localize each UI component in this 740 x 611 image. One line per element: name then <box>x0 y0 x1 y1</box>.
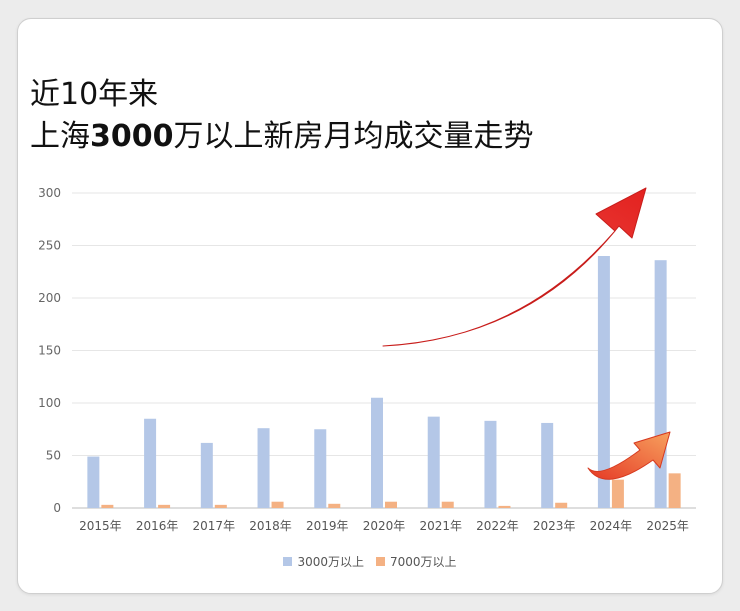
y-tick-label: 0 <box>53 501 61 515</box>
bar-series1 <box>371 397 383 508</box>
x-tick-label: 2021年 <box>419 519 462 533</box>
bar-series1 <box>200 442 213 508</box>
bar-series2 <box>101 504 114 508</box>
legend-label: 7000万以上 <box>390 555 457 569</box>
x-tick-label: 2020年 <box>363 519 406 533</box>
x-tick-label: 2019年 <box>306 519 349 533</box>
bar-series1 <box>87 456 100 508</box>
legend-label: 3000万以上 <box>297 555 364 569</box>
title-line2-number: 3000 <box>90 119 174 154</box>
bar-series1 <box>654 260 667 508</box>
y-tick-label: 250 <box>38 239 61 253</box>
bar-series2 <box>498 505 511 508</box>
bar-series2 <box>271 501 284 508</box>
bar-series2 <box>328 503 341 508</box>
bar-series2 <box>441 501 454 508</box>
x-tick-label: 2024年 <box>590 519 633 533</box>
bar-series1 <box>314 429 327 508</box>
x-tick-label: 2025年 <box>646 519 689 533</box>
legend-item: 7000万以上 <box>376 553 457 570</box>
bar-series1 <box>484 420 497 508</box>
big-trend-arrow <box>382 187 647 347</box>
chart-legend: 3000万以上 7000万以上 <box>0 553 740 570</box>
x-tick-label: 2023年 <box>533 519 576 533</box>
x-tick-label: 2015年 <box>79 519 122 533</box>
x-tick-label: 2016年 <box>136 519 179 533</box>
legend-swatch <box>283 557 293 566</box>
bar-series1 <box>427 416 440 508</box>
bar-series2 <box>214 504 227 508</box>
legend-item: 3000万以上 <box>283 553 364 570</box>
bar-series1 <box>541 422 554 508</box>
bar-series2 <box>611 479 624 508</box>
title-line1: 近10年来 <box>30 77 159 112</box>
x-tick-label: 2018年 <box>249 519 292 533</box>
bar-series1 <box>144 418 157 508</box>
small-trend-arrow <box>587 431 671 480</box>
title-line2-suffix: 万以上新房月均成交量走势 <box>173 119 534 154</box>
bar-series1 <box>257 428 270 508</box>
chart-title: 近10年来 上海3000万以上新房月均成交量走势 <box>30 74 534 158</box>
title-line2-prefix: 上海 <box>30 119 90 154</box>
legend-swatch <box>376 557 385 566</box>
bar-series2 <box>555 502 568 508</box>
bar-series1 <box>597 256 610 508</box>
y-tick-label: 100 <box>38 396 61 410</box>
y-tick-label: 200 <box>38 291 61 305</box>
x-tick-label: 2017年 <box>193 519 236 533</box>
y-tick-label: 300 <box>38 186 61 200</box>
bar-series2 <box>158 504 171 508</box>
y-tick-label: 50 <box>46 449 61 463</box>
bar-series2 <box>385 501 397 508</box>
bar-series2 <box>668 473 681 508</box>
x-tick-label: 2022年 <box>476 519 519 533</box>
y-tick-label: 150 <box>38 344 61 358</box>
